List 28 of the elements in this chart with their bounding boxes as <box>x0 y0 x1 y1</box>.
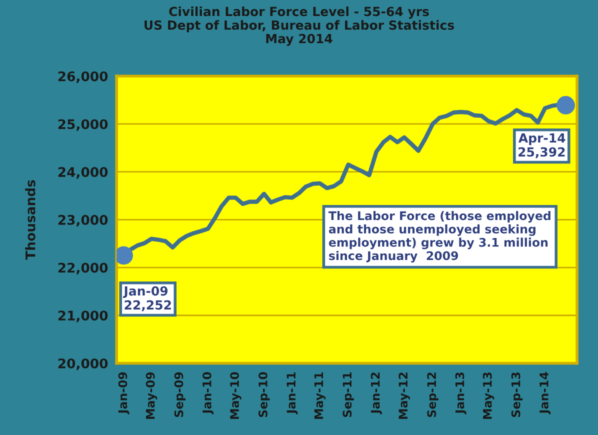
y-tick-label: 21,000 <box>58 310 108 322</box>
x-tick-label: Jan-14 <box>540 372 551 414</box>
y-tick-label: 22,000 <box>58 262 108 274</box>
annotation: The Labor Force (those employed and those unemployed seeking employment) grew by 3.1 million since January 2009 <box>328 211 550 263</box>
x-tick-label: Jan-09 <box>118 372 130 414</box>
chart-title: Civilian Labor Force Level - 55-64 yrs US Dept of Labor, Bureau of Labor Statistics May 2014 <box>144 6 454 46</box>
x-tick-label: Sep-09 <box>174 372 186 417</box>
annotation: Jan-09 22,252 <box>123 286 171 312</box>
y-tick-label: 25,000 <box>58 119 108 131</box>
annotation: Apr-14 25,392 <box>518 133 566 158</box>
x-tick-label: May-11 <box>314 372 326 419</box>
x-tick-label: Sep-13 <box>511 372 523 417</box>
x-tick-label: May-09 <box>146 372 158 419</box>
x-tick-label: May-10 <box>230 372 242 419</box>
x-tick-label: Sep-10 <box>258 372 270 417</box>
y-tick-label: 24,000 <box>58 167 108 179</box>
x-tick-label: Sep-11 <box>342 372 354 417</box>
x-tick-label: May-13 <box>482 372 494 419</box>
x-tick-label: Jan-11 <box>286 372 298 414</box>
x-tick-label: Jan-13 <box>455 372 466 414</box>
y-tick-label: 23,000 <box>58 214 108 227</box>
y-tick-label: 20,000 <box>58 358 108 370</box>
x-tick-label: Jan-12 <box>370 372 382 414</box>
y-axis-title: Thousands <box>25 180 36 260</box>
x-tick-label: Jan-10 <box>202 372 214 414</box>
x-tick-label: May-12 <box>398 372 410 419</box>
y-tick-label: 26,000 <box>58 71 108 84</box>
x-tick-label: Sep-12 <box>427 372 438 417</box>
